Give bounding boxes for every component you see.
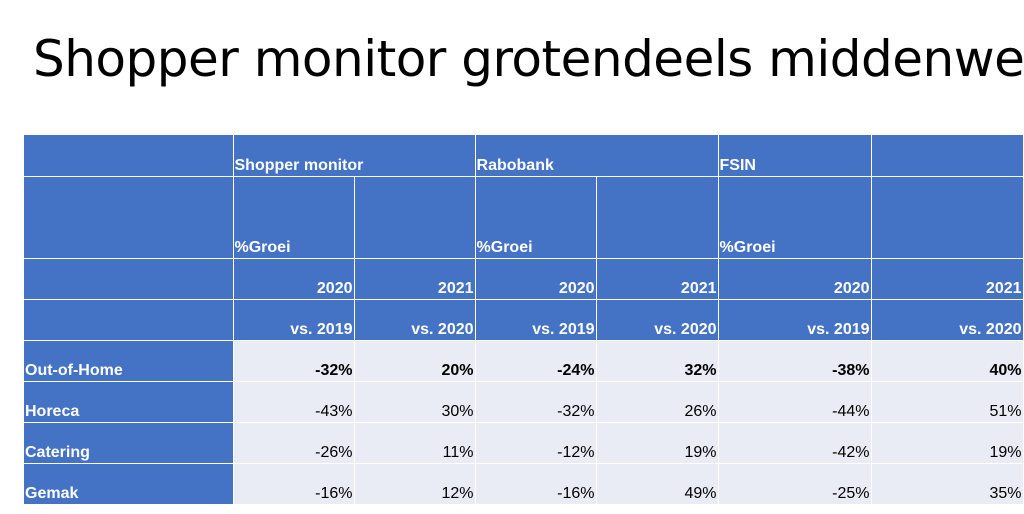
row-label: Out-of-Home — [24, 340, 234, 382]
table-cell: -16% — [233, 463, 355, 505]
header-row-years: 2020 2021 2020 2021 2020 2021 — [24, 258, 1024, 300]
table-cell: 35% — [871, 463, 1024, 505]
table-cell: -42% — [718, 422, 872, 464]
table-cell: 12% — [354, 463, 476, 505]
table-cell: 30% — [354, 381, 476, 423]
growth-label: %Groei — [233, 176, 355, 259]
row-label: Horeca — [24, 381, 234, 423]
table-cell: -16% — [475, 463, 597, 505]
table-cell: -32% — [233, 340, 355, 382]
year-header: 2020 — [475, 258, 597, 300]
table-row-gemak: Gemak -16% 12% -16% 49% -25% 35% — [24, 463, 1024, 505]
table-cell: -24% — [475, 340, 597, 382]
table-cell: -32% — [475, 381, 597, 423]
slide-title: Shopper monitor grotendeels middenweg — [33, 30, 1024, 88]
header-empty-cell — [871, 176, 1024, 259]
table-cell: 19% — [596, 422, 719, 464]
table-cell: 11% — [354, 422, 476, 464]
table-cell: -43% — [233, 381, 355, 423]
header-empty-cell — [596, 176, 719, 259]
table-cell: -12% — [475, 422, 597, 464]
table-cell: 26% — [596, 381, 719, 423]
table-cell: -25% — [718, 463, 872, 505]
table-cell: -44% — [718, 381, 872, 423]
table-row-horeca: Horeca -43% 30% -32% 26% -44% 51% — [24, 381, 1024, 423]
comparison-header: vs. 2020 — [354, 299, 476, 341]
header-row-comparison: vs. 2019 vs. 2020 vs. 2019 vs. 2020 vs. … — [24, 299, 1024, 341]
source-header-rabobank: Rabobank — [475, 135, 719, 177]
table-cell: 32% — [596, 340, 719, 382]
table-cell: 19% — [871, 422, 1024, 464]
header-corner-cell — [24, 176, 234, 259]
table-row-out-of-home: Out-of-Home -32% 20% -24% 32% -38% 40% — [24, 340, 1024, 382]
comparison-header: vs. 2020 — [596, 299, 719, 341]
year-header: 2021 — [596, 258, 719, 300]
header-empty-cell — [354, 176, 476, 259]
row-label: Catering — [24, 422, 234, 464]
growth-label: %Groei — [718, 176, 872, 259]
table-cell: -38% — [718, 340, 872, 382]
table-cell: 40% — [871, 340, 1024, 382]
growth-label: %Groei — [475, 176, 597, 259]
comparison-header: vs. 2019 — [475, 299, 597, 341]
header-row-growth: %Groei %Groei %Groei — [24, 176, 1024, 259]
table-cell: 51% — [871, 381, 1024, 423]
header-empty-cell — [871, 135, 1024, 177]
header-corner-cell — [24, 135, 234, 177]
header-corner-cell — [24, 258, 234, 300]
table-cell: 20% — [354, 340, 476, 382]
comparison-header: vs. 2019 — [233, 299, 355, 341]
comparison-header: vs. 2019 — [718, 299, 872, 341]
table-row-catering: Catering -26% 11% -12% 19% -42% 19% — [24, 422, 1024, 464]
source-header-fsin: FSIN — [718, 135, 872, 177]
year-header: 2021 — [871, 258, 1024, 300]
header-corner-cell — [24, 299, 234, 341]
year-header: 2021 — [354, 258, 476, 300]
row-label: Gemak — [24, 463, 234, 505]
header-row-sources: Shopper monitor Rabobank FSIN — [24, 135, 1024, 177]
table-cell: 49% — [596, 463, 719, 505]
year-header: 2020 — [718, 258, 872, 300]
comparison-header: vs. 2020 — [871, 299, 1024, 341]
source-header-shopper-monitor: Shopper monitor — [233, 135, 476, 177]
growth-comparison-table: Shopper monitor Rabobank FSIN %Groei %Gr… — [24, 135, 1024, 505]
year-header: 2020 — [233, 258, 355, 300]
table-cell: -26% — [233, 422, 355, 464]
